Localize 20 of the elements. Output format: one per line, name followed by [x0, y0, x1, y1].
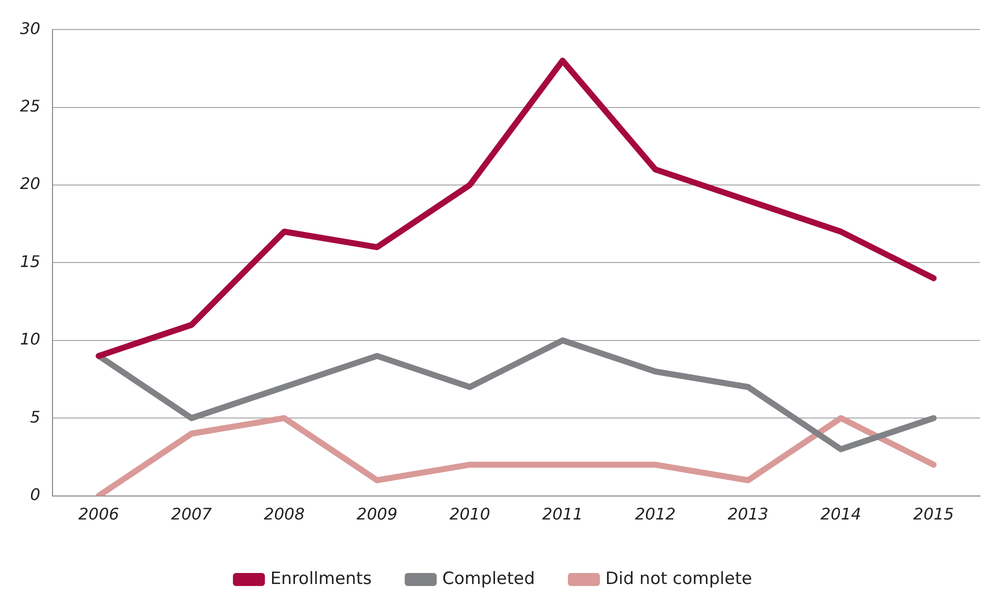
- legend-label: Enrollments: [270, 568, 372, 589]
- x-tick-label: 2009: [356, 504, 398, 524]
- y-tick-label: 5: [30, 407, 40, 426]
- y-tick-label: 20: [20, 174, 40, 194]
- legend-label: Completed: [442, 568, 535, 589]
- x-tick-label: 2014: [820, 504, 862, 524]
- x-tick-label: 2007: [171, 504, 213, 524]
- legend-label: Did not complete: [605, 568, 752, 589]
- y-tick-label: 30: [20, 18, 40, 38]
- x-tick-label: 2012: [634, 504, 676, 524]
- x-tick-label: 2010: [449, 504, 490, 524]
- x-tick-label: 2011: [542, 504, 583, 524]
- x-tick-label: 2013: [728, 504, 768, 524]
- x-tick-label: 2015: [913, 504, 954, 524]
- y-tick-label: 25: [20, 96, 40, 116]
- x-tick-label: 2006: [78, 504, 120, 524]
- x-tick-label: 2008: [264, 504, 305, 524]
- y-tick-label: 15: [20, 252, 40, 271]
- y-tick-label: 10: [20, 330, 40, 349]
- y-tick-label: 0: [30, 484, 40, 504]
